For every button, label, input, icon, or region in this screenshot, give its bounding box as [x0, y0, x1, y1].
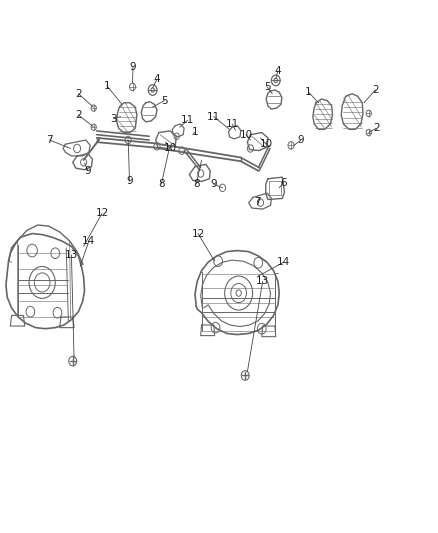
Text: 8: 8: [158, 179, 165, 189]
Text: 5: 5: [264, 82, 270, 92]
Text: 2: 2: [372, 85, 378, 95]
Text: 10: 10: [260, 139, 273, 149]
Text: 4: 4: [275, 66, 281, 76]
Text: 5: 5: [161, 95, 168, 106]
Text: 13: 13: [256, 277, 269, 286]
Text: 2: 2: [75, 88, 82, 99]
Text: 2: 2: [75, 110, 82, 120]
Text: 1: 1: [103, 81, 110, 91]
Text: 1: 1: [305, 87, 312, 97]
Text: 12: 12: [191, 229, 205, 239]
Text: 14: 14: [82, 236, 95, 246]
Text: 10: 10: [163, 143, 177, 154]
Text: 9: 9: [130, 62, 136, 71]
Text: 7: 7: [254, 197, 261, 207]
Text: 9: 9: [126, 176, 133, 187]
Text: 3: 3: [110, 114, 117, 124]
Text: 8: 8: [193, 179, 200, 189]
Text: 4: 4: [154, 75, 160, 84]
Text: 9: 9: [298, 135, 304, 145]
Text: 1: 1: [192, 127, 198, 137]
Text: 14: 14: [277, 257, 290, 267]
Text: 11: 11: [207, 111, 220, 122]
Text: 2: 2: [373, 123, 379, 133]
Text: 11: 11: [226, 119, 239, 129]
Text: 7: 7: [46, 135, 53, 145]
Text: 11: 11: [181, 115, 194, 125]
Text: 6: 6: [280, 177, 287, 188]
Text: 12: 12: [95, 208, 109, 219]
Text: 10: 10: [240, 130, 253, 140]
Text: 9: 9: [85, 166, 92, 176]
Text: 9: 9: [210, 179, 217, 189]
Text: 13: 13: [65, 250, 78, 260]
